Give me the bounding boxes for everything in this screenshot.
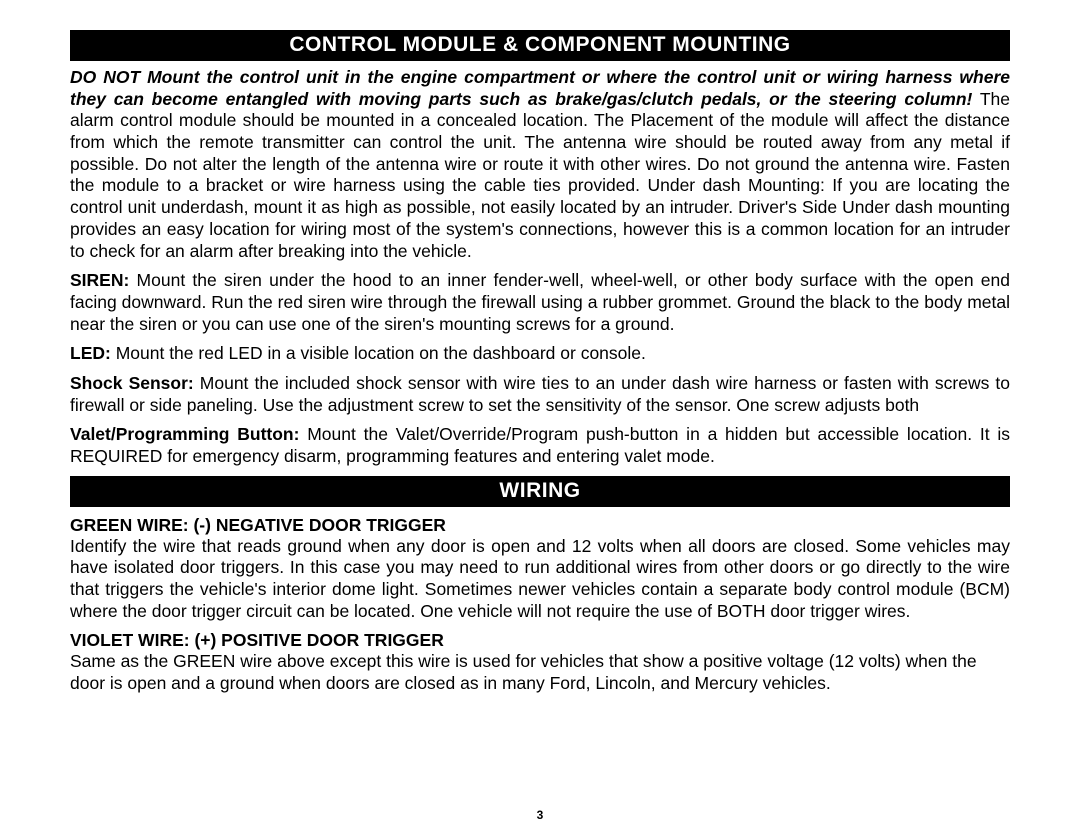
subhead-violet-wire: VIOLET WIRE: (+) POSITIVE DOOR TRIGGER <box>70 630 1010 651</box>
paragraph-mounting-intro: DO NOT Mount the control unit in the eng… <box>70 67 1010 262</box>
siren-lead: SIREN: <box>70 270 129 290</box>
warning-lead: DO NOT Mount the control unit in the eng… <box>70 67 1010 109</box>
paragraph-text: Mount the red LED in a visible location … <box>111 343 646 363</box>
paragraph-shock-sensor: Shock Sensor: Mount the included shock s… <box>70 373 1010 416</box>
section-heading-wiring: WIRING <box>70 476 1010 507</box>
paragraph-violet-wire: Same as the GREEN wire above except this… <box>70 651 1010 694</box>
subhead-green-wire: GREEN WIRE: (-) NEGATIVE DOOR TRIGGER <box>70 515 1010 536</box>
paragraph-green-wire: Identify the wire that reads ground when… <box>70 536 1010 623</box>
paragraph-led: LED: Mount the red LED in a visible loca… <box>70 343 1010 365</box>
shock-lead: Shock Sensor: <box>70 373 194 393</box>
paragraph-siren: SIREN: Mount the siren under the hood to… <box>70 270 1010 335</box>
valet-lead: Valet/Programming Button: <box>70 424 299 444</box>
paragraph-text: Mount the siren under the hood to an inn… <box>70 270 1010 333</box>
document-page: CONTROL MODULE & COMPONENT MOUNTING DO N… <box>0 0 1080 834</box>
paragraph-text: The alarm control module should be mount… <box>70 89 1010 261</box>
section-heading-mounting: CONTROL MODULE & COMPONENT MOUNTING <box>70 30 1010 61</box>
led-lead: LED: <box>70 343 111 363</box>
paragraph-valet-button: Valet/Programming Button: Mount the Vale… <box>70 424 1010 467</box>
paragraph-text: Mount the included shock sensor with wir… <box>70 373 1010 415</box>
page-number: 3 <box>0 808 1080 822</box>
